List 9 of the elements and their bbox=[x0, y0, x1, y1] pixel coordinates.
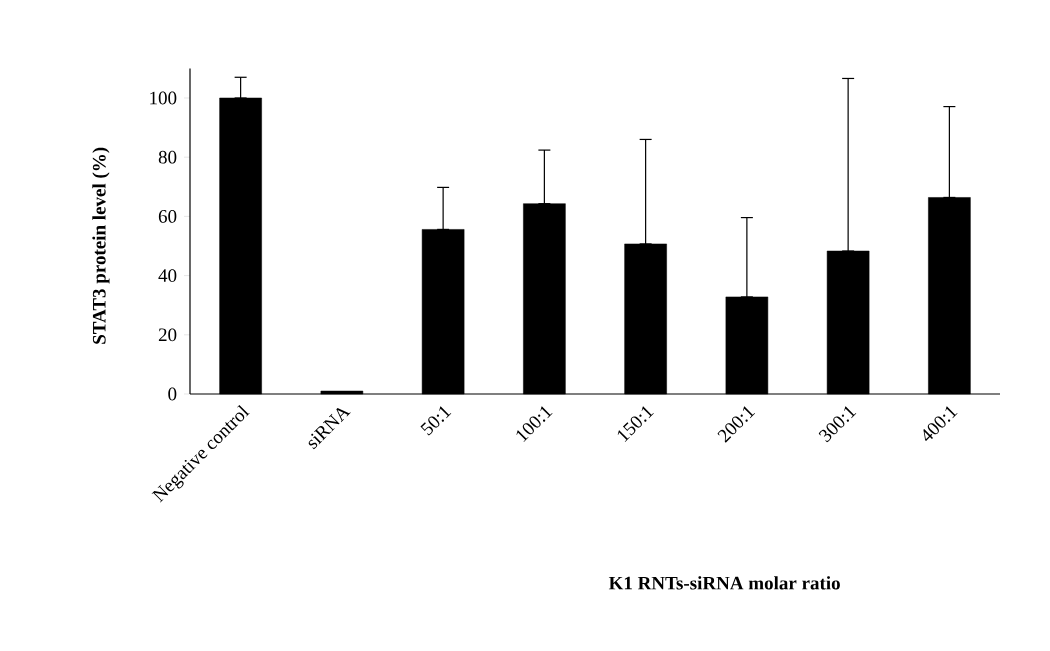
x-axis-title: K1 RNTs-siRNA molar ratio bbox=[608, 576, 840, 590]
x-tick-label: 50:1 bbox=[420, 406, 452, 436]
y-tick-label: 20 bbox=[158, 328, 177, 342]
y-tick-label: 80 bbox=[158, 150, 177, 164]
y-tick-label: 0 bbox=[168, 387, 177, 401]
y-tick-label: 40 bbox=[158, 269, 177, 283]
y-tick-label: 100 bbox=[150, 91, 177, 105]
y-tick-label: 60 bbox=[158, 210, 177, 223]
y-axis-title: STAT3 protein level (%) bbox=[92, 147, 110, 344]
